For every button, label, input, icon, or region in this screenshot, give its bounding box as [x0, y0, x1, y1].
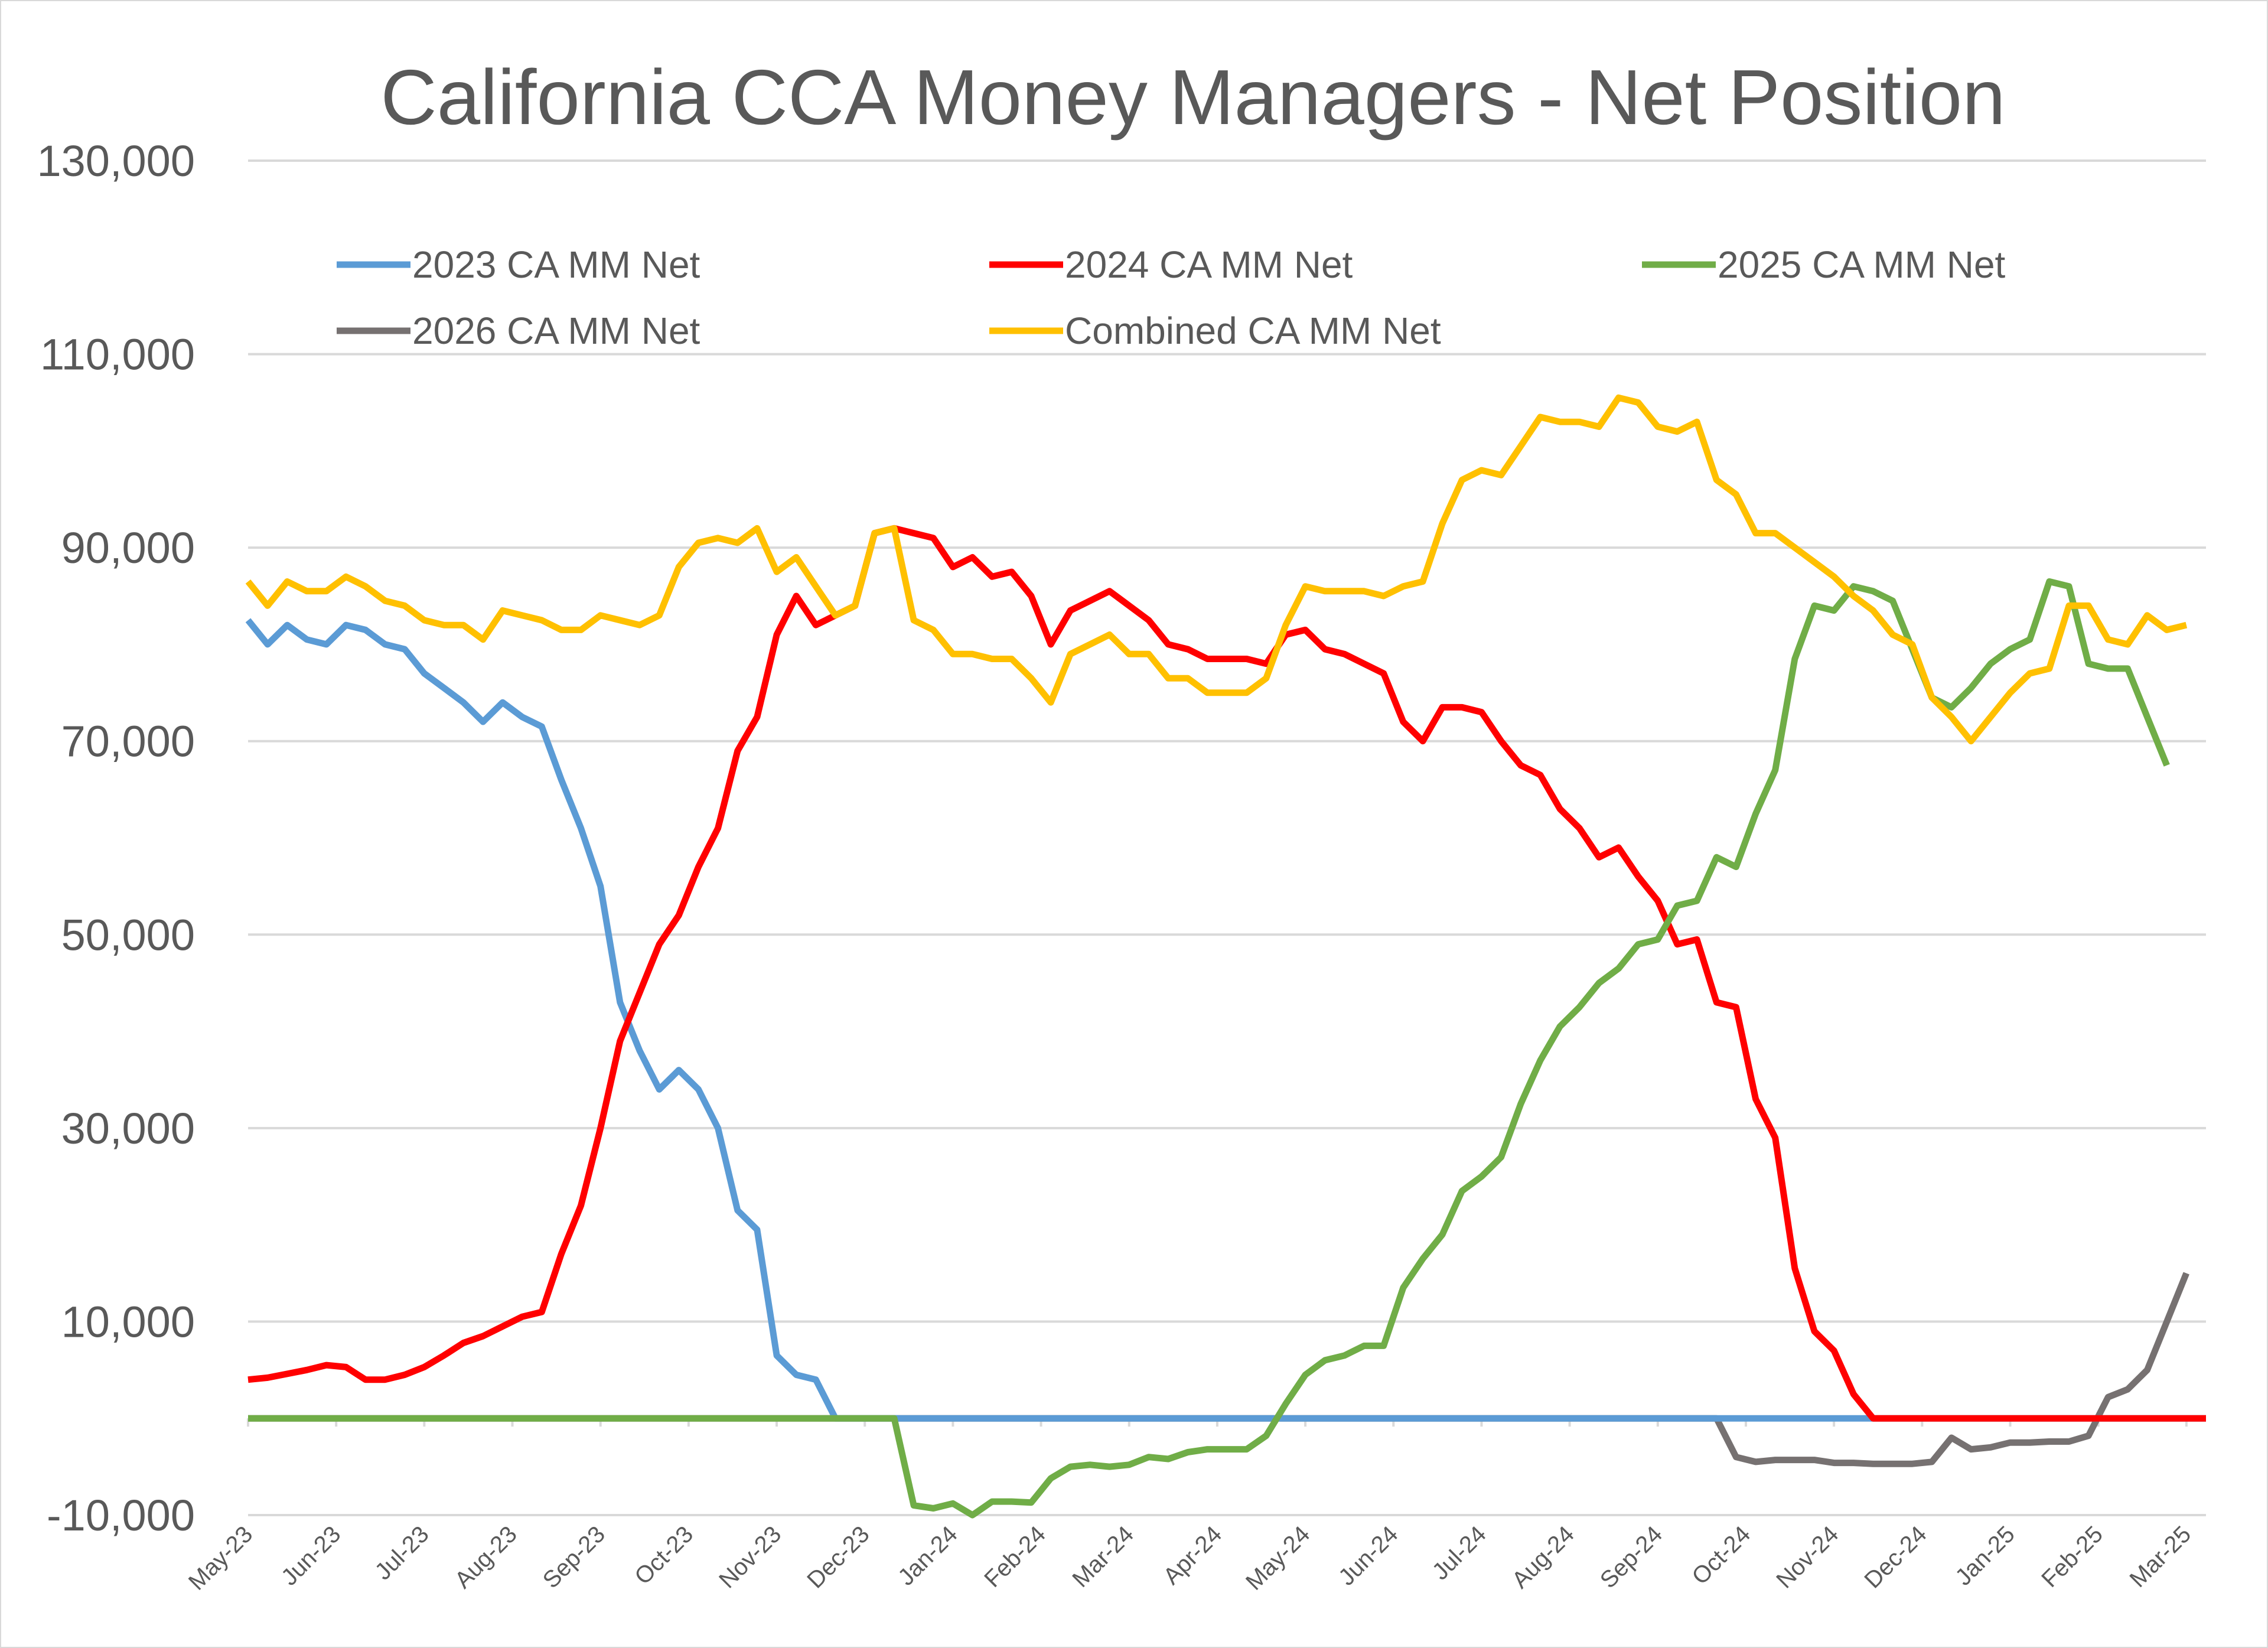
x-tick-label: Jun-23: [276, 1521, 346, 1591]
x-tick-label: Jun-24: [1334, 1521, 1403, 1591]
x-tick-label: Jul-23: [370, 1521, 434, 1585]
x-tick-label: Feb-24: [979, 1521, 1051, 1592]
x-tick-label: Jan-24: [893, 1521, 963, 1591]
x-tick-label: Feb-25: [2036, 1521, 2108, 1592]
legend: 2023 CA MM Net 2024 CA MM Net 2025 CA MM N…: [337, 243, 2006, 352]
y-tick-label: 10,000: [61, 1297, 195, 1346]
chart-title: California CCA Money Managers - Net Posi…: [380, 54, 2005, 141]
data-series: [245, 394, 2206, 1519]
legend-label: Combined CA MM Net: [1065, 310, 1441, 352]
x-tick-label: Jan-25: [1950, 1521, 2020, 1591]
y-tick-label: -10,000: [47, 1491, 195, 1540]
gridlines: [248, 159, 2206, 1516]
x-tick-label: Mar-24: [1067, 1521, 1139, 1592]
x-tick-label: Oct-23: [630, 1521, 698, 1590]
y-tick-label: 90,000: [61, 523, 195, 572]
x-tick-label: Nov-23: [714, 1521, 786, 1593]
legend-label: 2026 CA MM Net: [412, 310, 700, 352]
x-tick-label: May-24: [1241, 1521, 1315, 1595]
y-axis-tick-labels: -10,000 10,000 30,000 50,000 70,000 90,000 110…: [37, 136, 195, 1540]
x-tick-label: Mar-25: [2125, 1521, 2197, 1592]
y-tick-label: 130,000: [37, 136, 195, 185]
x-tick-label: Dec-23: [802, 1521, 874, 1593]
y-tick-label: 110,000: [40, 330, 195, 379]
legend-label: 2023 CA MM Net: [412, 243, 700, 286]
legend-label: 2024 CA MM Net: [1065, 243, 1353, 286]
x-tick-label: Sep-23: [538, 1521, 610, 1593]
y-tick-label: 30,000: [61, 1104, 195, 1153]
legend-label: 2025 CA MM Net: [1718, 243, 2006, 286]
series-line-2026-ca-mm-net: [248, 1272, 2189, 1467]
y-tick-label: 70,000: [61, 717, 195, 766]
series-line-2023-ca-mm-net: [245, 618, 2206, 1422]
x-tick-label: Nov-24: [1771, 1521, 1843, 1593]
x-tick-label: Aug-24: [1507, 1521, 1579, 1593]
x-tick-label: Oct-24: [1687, 1521, 1755, 1590]
x-tick-label: Jul-24: [1428, 1521, 1491, 1585]
y-tick-label: 50,000: [61, 910, 195, 959]
x-axis-tick-labels: May-23 Jun-23 Jul-23 Aug-23 Sep-23 Oct-23 Nov-…: [184, 1521, 2196, 1595]
x-tick-label: Aug-23: [450, 1521, 522, 1593]
x-tick-label: Sep-24: [1595, 1521, 1667, 1593]
x-tick-label: Apr-24: [1158, 1521, 1227, 1590]
series-line-2024-ca-mm-net: [247, 525, 2206, 1422]
x-tick-label: Dec-24: [1859, 1521, 1931, 1593]
series-line-2025-ca-mm-net: [248, 578, 2170, 1519]
series-line-combined-ca-mm-net: [245, 394, 2188, 745]
